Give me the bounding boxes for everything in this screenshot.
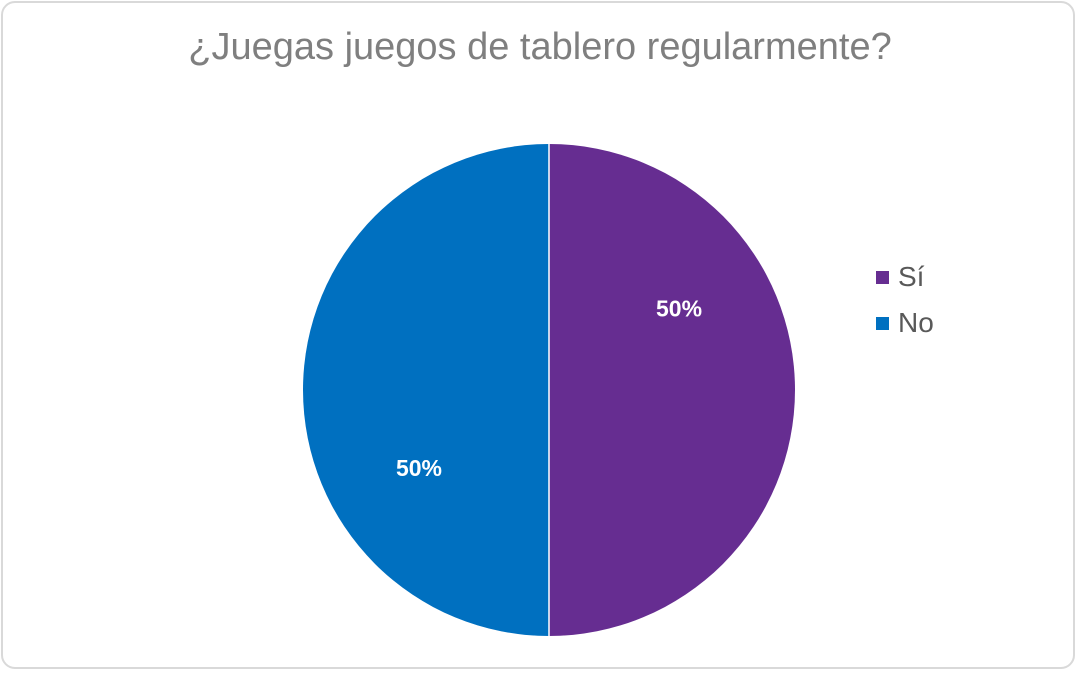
- legend-swatch-no: [876, 316, 889, 330]
- legend-item-no: No: [876, 300, 934, 346]
- legend-item-si: Sí: [876, 254, 934, 300]
- legend-label-no: No: [898, 307, 934, 338]
- legend-label-si: Sí: [898, 261, 925, 292]
- data-label-si: 50%: [656, 295, 702, 321]
- chart-title: ¿Juegas juegos de tablero regularmente?: [188, 26, 892, 68]
- pie-slice-no: [303, 144, 549, 636]
- legend: Sí No: [876, 254, 934, 346]
- pie-data-labels: 50% 50%: [396, 295, 702, 480]
- legend-swatch-si: [876, 270, 889, 284]
- pie-slices: [303, 144, 795, 636]
- pie-slice-si: [549, 144, 795, 636]
- data-label-no: 50%: [396, 455, 442, 481]
